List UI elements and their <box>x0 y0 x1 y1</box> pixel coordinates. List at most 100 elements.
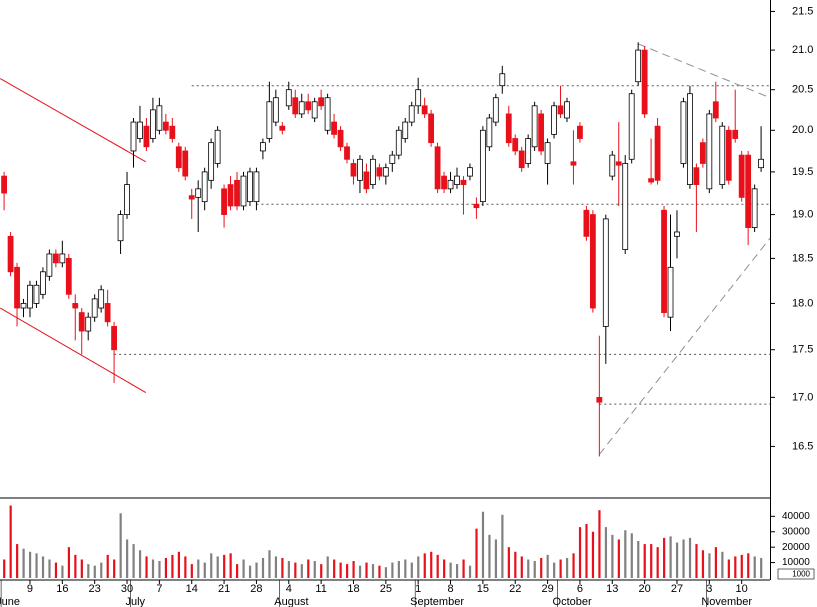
month-label: June <box>0 596 20 607</box>
candle-body <box>1 175 7 194</box>
volume-bar <box>281 557 284 578</box>
price-panel <box>0 42 770 457</box>
x-tick-label: 29 <box>541 583 553 595</box>
volume-bar <box>494 539 498 578</box>
candle-body <box>751 188 758 229</box>
volume-bar <box>307 559 310 578</box>
candle-body <box>499 73 506 87</box>
candle-body <box>234 179 240 207</box>
candle-body <box>544 142 551 164</box>
volume-bar <box>695 544 698 578</box>
volume-unit-box <box>777 568 815 580</box>
volume-bar <box>197 559 200 578</box>
volume-bar <box>714 547 717 578</box>
candle-body <box>111 326 117 351</box>
candle-body <box>622 163 629 250</box>
candle-body <box>602 218 609 327</box>
volume-bar <box>591 531 595 578</box>
candle-body <box>719 125 726 185</box>
x-tick-label: 25 <box>380 583 392 595</box>
candle-body <box>137 121 143 139</box>
x-tick-label: 21 <box>218 583 230 595</box>
candle-body <box>460 179 467 185</box>
candle-body <box>473 203 480 209</box>
volume-bar <box>540 557 543 578</box>
volume-bar <box>22 548 25 578</box>
volume-bar <box>701 550 705 578</box>
candle-body <box>272 97 279 123</box>
volume-bar <box>643 544 646 578</box>
x-tick-label: 18 <box>347 583 359 595</box>
volume-bar <box>611 534 614 578</box>
volume-bar <box>430 551 433 578</box>
x-tick-label: 28 <box>250 583 262 595</box>
y-tick-label: 16.5 <box>792 440 813 452</box>
volume-bar <box>242 559 245 578</box>
x-tick-label: 16 <box>56 583 68 595</box>
candle-body <box>615 161 622 166</box>
trendline <box>0 78 147 163</box>
volume-bar <box>255 562 258 578</box>
candle-body <box>91 298 98 318</box>
volume-bar <box>151 559 155 578</box>
volume-bar <box>740 554 743 578</box>
volume-bar <box>358 565 362 578</box>
y-tick-label: 17.5 <box>792 344 813 356</box>
candle-body <box>454 175 460 185</box>
volume-bar <box>391 562 394 578</box>
candle-body <box>408 105 415 123</box>
candle-body <box>667 266 674 318</box>
candle-body <box>182 150 189 177</box>
volume-bar <box>268 550 271 578</box>
candle-body <box>674 231 680 237</box>
volume-bar <box>274 556 278 578</box>
volume-tick-label: 30000 <box>782 526 810 537</box>
candle-body <box>434 146 441 190</box>
candle-body <box>395 129 402 156</box>
y-tick-label: 20.0 <box>792 124 813 136</box>
candle-body <box>570 161 577 166</box>
x-tick-label: 7 <box>156 583 162 595</box>
volume-tick-label: 20000 <box>782 542 810 553</box>
candle-body <box>247 171 253 203</box>
x-tick-label: 11 <box>315 583 326 595</box>
candle-body <box>85 316 92 332</box>
x-tick-label: 23 <box>89 583 101 595</box>
volume-bar <box>294 562 297 578</box>
volume-bar <box>35 553 38 578</box>
candle-body <box>33 284 40 304</box>
trendline <box>0 307 147 393</box>
volume-bar <box>501 514 504 578</box>
volume-bar <box>559 559 562 578</box>
candle-body <box>78 312 85 332</box>
volume-bar <box>456 564 459 578</box>
x-tick-label: 3 <box>706 583 712 595</box>
candle-body <box>357 158 363 181</box>
volume-bar <box>41 556 45 578</box>
volume-unit-label: 1000 <box>792 570 810 579</box>
month-label: September <box>410 596 464 607</box>
volume-bar <box>229 553 232 578</box>
volume-bar <box>682 539 685 578</box>
volume-bar <box>158 561 161 578</box>
candle-body <box>596 396 603 403</box>
volume-bar <box>100 562 103 578</box>
volume-bar <box>223 554 226 578</box>
volume-bar <box>87 564 90 578</box>
volume-bar <box>585 524 588 578</box>
volume-bar <box>236 564 239 578</box>
x-tick-label: 22 <box>509 583 521 595</box>
candle-body <box>758 158 764 169</box>
month-label: October <box>553 596 592 607</box>
volume-bar <box>126 539 129 578</box>
candle-body <box>350 163 357 177</box>
candle-body <box>98 289 105 309</box>
candle-body <box>162 121 169 131</box>
volume-bar <box>760 557 763 578</box>
volume-bar <box>572 553 575 578</box>
candle-body <box>479 129 486 203</box>
volume-bar <box>313 561 316 578</box>
volume-bar <box>28 551 32 578</box>
